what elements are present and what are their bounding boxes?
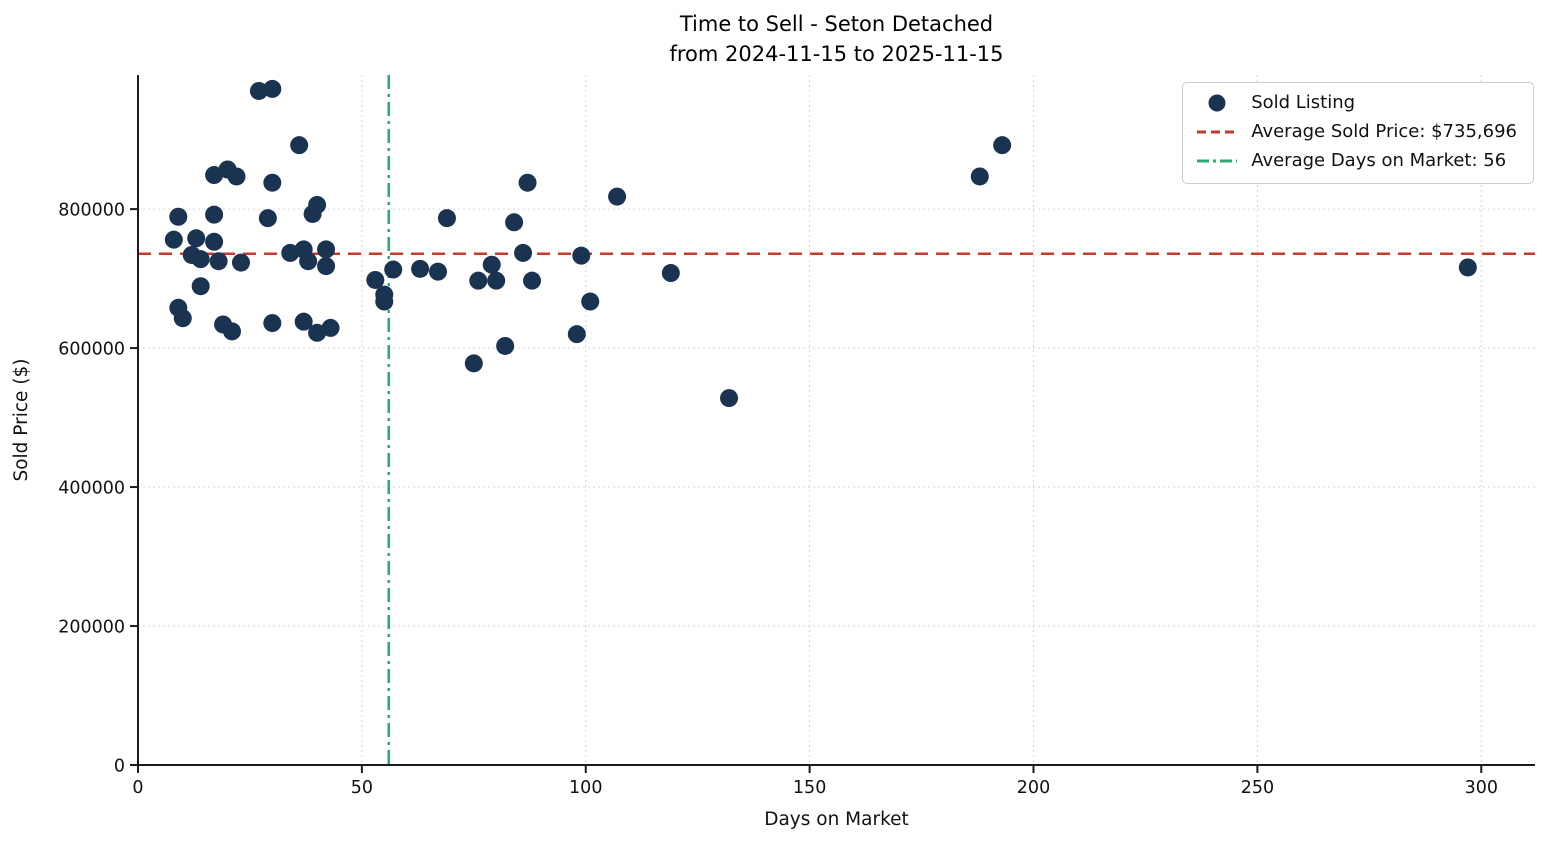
y-tick-label: 600000 — [58, 339, 125, 359]
scatter-point — [231, 253, 250, 272]
avg-days-on-market-line-icon — [1197, 159, 1238, 163]
y-tick-label: 0 — [114, 756, 125, 776]
scatter-point — [191, 277, 210, 296]
x-axis-label: Days on Market — [764, 809, 909, 830]
scatter-point — [173, 309, 192, 328]
scatter-point — [411, 259, 430, 278]
scatter-point — [263, 79, 282, 98]
scatter-point — [993, 136, 1012, 155]
legend-item-avg-days-on-market: Average Days on Market: 56 — [1195, 150, 1517, 172]
chart-title: Time to Sell - Seton Detached from 2024-… — [138, 9, 1535, 69]
scatter-point — [375, 292, 394, 311]
x-tick-label: 150 — [793, 778, 826, 798]
chart-title-line1: Time to Sell - Seton Detached — [679, 12, 994, 36]
scatter-point — [608, 187, 627, 206]
sold-listing-marker-icon — [1208, 94, 1226, 112]
avg-sold-price-line-icon — [1197, 130, 1238, 134]
x-tick-label: 50 — [351, 778, 373, 798]
y-tick-label: 400000 — [58, 478, 125, 498]
scatter-point — [970, 167, 989, 186]
scatter-point — [496, 336, 515, 355]
chart-title-line2: from 2024-11-15 to 2025-11-15 — [669, 42, 1004, 66]
scatter-point — [317, 257, 336, 276]
scatter-point — [567, 325, 586, 344]
x-tick-label: 250 — [1241, 778, 1274, 798]
x-tick-label: 200 — [1017, 778, 1050, 798]
scatter-point — [227, 167, 246, 186]
scatter-point — [294, 312, 313, 331]
scatter-point — [482, 255, 501, 274]
y-tick-label: 200000 — [58, 617, 125, 637]
scatter-point — [464, 354, 483, 373]
scatter-point — [317, 240, 336, 259]
scatter-point — [290, 136, 309, 155]
scatter-point — [581, 292, 600, 311]
x-tick-label: 0 — [132, 778, 143, 798]
scatter-point — [223, 322, 242, 341]
scatter-point — [661, 264, 680, 283]
scatter-point — [487, 271, 506, 290]
scatter-point — [469, 271, 488, 290]
scatter-point — [720, 389, 739, 408]
scatter-point — [263, 173, 282, 192]
scatter-point — [523, 271, 542, 290]
scatter-point — [1458, 258, 1477, 277]
scatter-point — [384, 260, 403, 279]
scatter-point — [437, 209, 456, 228]
scatter-point — [514, 243, 533, 262]
scatter-point — [209, 252, 228, 271]
scatter-point — [321, 318, 340, 337]
legend-item-sold-listing: Sold Listing — [1195, 92, 1517, 114]
legend-label-sold-listing: Sold Listing — [1251, 92, 1356, 113]
scatter-point — [164, 230, 183, 249]
scatter-point — [572, 246, 591, 265]
scatter-point — [258, 209, 277, 228]
scatter-point — [505, 213, 524, 232]
x-tick-label: 300 — [1465, 778, 1498, 798]
legend: Sold Listing Average Sold Price: $735,69… — [1182, 82, 1534, 184]
scatter-point — [518, 173, 537, 192]
y-axis-label: Sold Price ($) — [11, 358, 32, 481]
scatter-point — [299, 252, 318, 271]
legend-label-avg-sold-price: Average Sold Price: $735,696 — [1251, 121, 1517, 142]
scatter-point — [249, 81, 268, 100]
scatter-point — [263, 314, 282, 333]
scatter-point — [366, 270, 385, 289]
legend-item-avg-sold-price: Average Sold Price: $735,696 — [1195, 121, 1517, 143]
x-tick-label: 100 — [569, 778, 602, 798]
scatter-point — [205, 205, 224, 224]
scatter-point — [428, 262, 447, 281]
scatter-point — [187, 229, 206, 248]
scatter-point — [205, 232, 224, 251]
legend-label-avg-days-on-market: Average Days on Market: 56 — [1251, 150, 1507, 171]
scatter-point — [308, 195, 327, 214]
scatter-point — [191, 250, 210, 269]
scatter-point — [169, 207, 188, 226]
y-tick-label: 800000 — [58, 200, 125, 220]
